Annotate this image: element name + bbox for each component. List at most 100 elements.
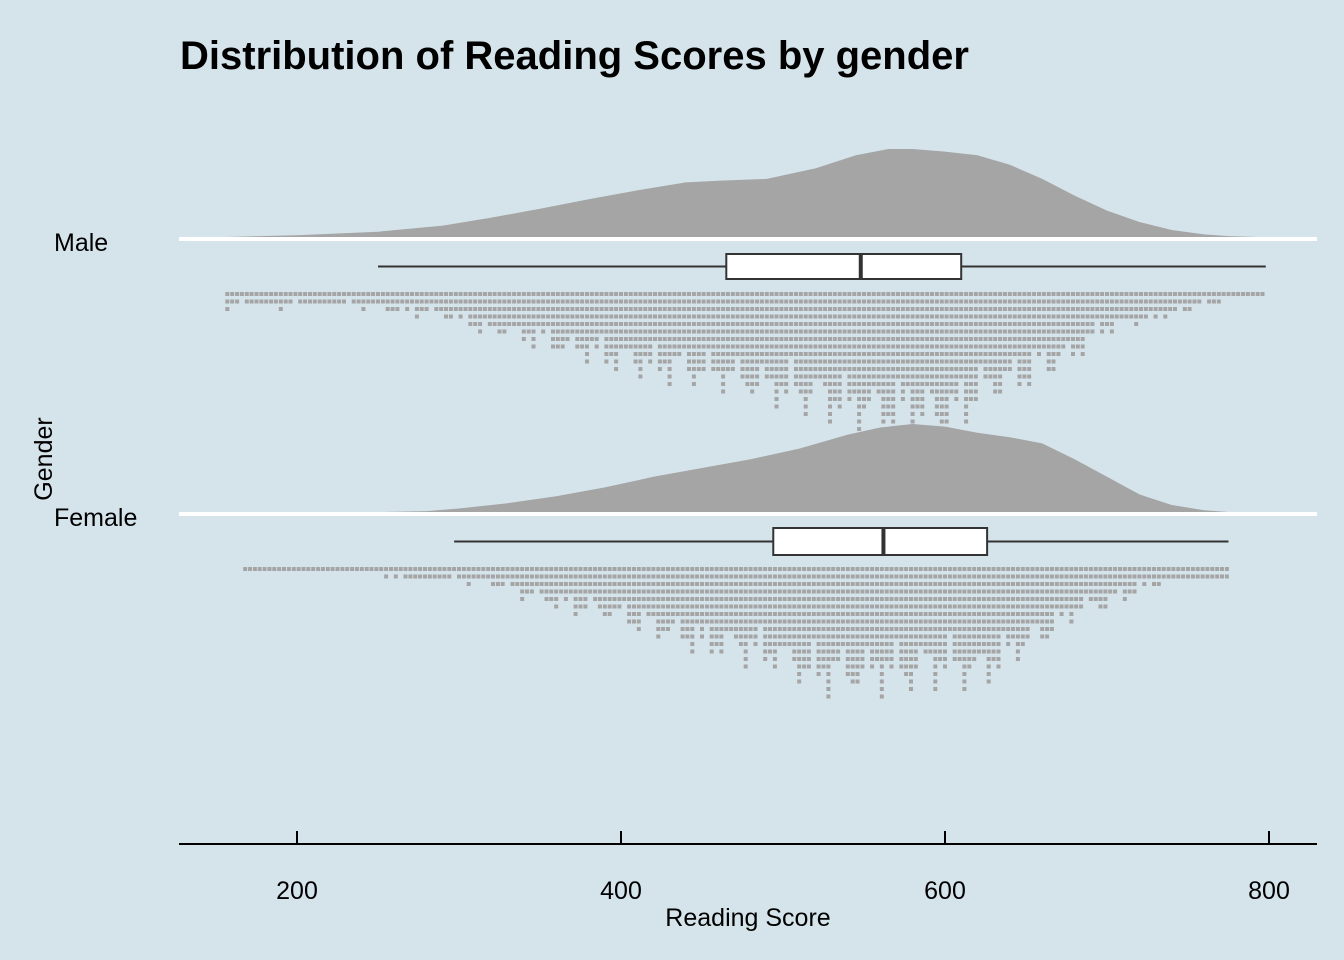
box-male bbox=[725, 253, 963, 280]
dot-female bbox=[782, 567, 787, 571]
dot-male bbox=[857, 389, 862, 394]
dot-female bbox=[894, 589, 899, 594]
dot-male bbox=[434, 299, 439, 304]
dot-female bbox=[1069, 604, 1074, 609]
dot-female bbox=[734, 589, 738, 594]
dot-female bbox=[1152, 582, 1156, 586]
dot-female bbox=[928, 612, 933, 616]
dot-female bbox=[967, 664, 972, 669]
dot-male bbox=[1051, 337, 1056, 341]
dot-male bbox=[701, 329, 706, 334]
dot-male bbox=[837, 382, 842, 386]
dot-female bbox=[734, 597, 738, 601]
dot-female bbox=[981, 634, 986, 639]
dot-female bbox=[461, 574, 466, 579]
dot-male bbox=[1197, 292, 1202, 296]
dot-female bbox=[850, 649, 855, 654]
dot-female bbox=[811, 589, 816, 594]
dot-male bbox=[1007, 337, 1012, 341]
dot-male bbox=[1090, 314, 1095, 319]
dot-male bbox=[711, 352, 716, 356]
dot-female bbox=[1108, 567, 1113, 571]
dot-female bbox=[860, 649, 865, 654]
dot-female bbox=[962, 604, 967, 609]
dot-male bbox=[832, 344, 837, 349]
dot-female bbox=[792, 574, 797, 579]
dot-female bbox=[447, 567, 452, 571]
dot-male bbox=[536, 322, 541, 326]
dot-male bbox=[954, 359, 959, 364]
dot-male bbox=[721, 322, 726, 326]
dot-male bbox=[988, 329, 993, 334]
dot-female bbox=[1025, 582, 1030, 586]
dot-male bbox=[298, 299, 303, 304]
dot-male bbox=[716, 367, 721, 371]
dot-male bbox=[803, 329, 808, 334]
dot-male bbox=[478, 314, 483, 319]
dot-female bbox=[607, 604, 612, 609]
dot-female bbox=[495, 567, 500, 571]
dot-male bbox=[1032, 329, 1037, 334]
dot-female bbox=[904, 619, 909, 624]
dot-male bbox=[1037, 314, 1041, 319]
dot-female bbox=[1040, 567, 1045, 571]
dot-female bbox=[884, 582, 889, 586]
dot-male bbox=[1182, 299, 1187, 304]
dot-female bbox=[787, 627, 792, 631]
dot-male bbox=[959, 299, 964, 304]
dot-female bbox=[286, 567, 291, 571]
dot-female bbox=[1079, 574, 1084, 579]
dot-male bbox=[973, 359, 978, 364]
dot-female bbox=[1035, 574, 1040, 579]
dot-female bbox=[666, 627, 670, 631]
dot-male bbox=[521, 337, 526, 341]
dot-male bbox=[983, 374, 988, 379]
dot-male bbox=[794, 359, 798, 364]
dot-male bbox=[1158, 292, 1163, 296]
dot-male bbox=[565, 299, 570, 304]
dot-male bbox=[1066, 337, 1071, 341]
dot-male bbox=[988, 299, 993, 304]
dot-male bbox=[458, 314, 463, 319]
dot-male bbox=[633, 299, 638, 304]
dot-male bbox=[448, 314, 453, 319]
dot-male bbox=[968, 352, 973, 356]
dot-male bbox=[852, 374, 857, 379]
dot-female bbox=[845, 649, 850, 654]
dot-male bbox=[973, 292, 978, 296]
dot-male bbox=[1080, 314, 1085, 319]
dot-female bbox=[1166, 574, 1171, 579]
dot-female bbox=[588, 567, 593, 571]
dot-male bbox=[1090, 322, 1095, 326]
dot-male bbox=[750, 322, 755, 326]
dot-male bbox=[755, 352, 760, 356]
dot-female bbox=[1045, 634, 1050, 639]
dot-male bbox=[857, 382, 862, 386]
dot-female bbox=[670, 574, 675, 579]
dot-female bbox=[792, 634, 797, 639]
dot-male bbox=[774, 352, 779, 356]
dot-male bbox=[643, 329, 648, 334]
dot-male bbox=[750, 292, 755, 296]
dot-female bbox=[607, 582, 612, 586]
dot-male bbox=[837, 404, 842, 409]
dot-female bbox=[597, 582, 602, 586]
dot-male bbox=[730, 299, 735, 304]
dot-female bbox=[690, 567, 695, 571]
dot-female bbox=[996, 627, 1001, 631]
dot-male bbox=[866, 374, 871, 379]
dot-female bbox=[986, 604, 991, 609]
dot-female bbox=[573, 589, 578, 594]
dot-female bbox=[1011, 612, 1015, 616]
dot-male bbox=[910, 397, 915, 401]
dot-female bbox=[875, 574, 879, 579]
dot-female bbox=[806, 604, 811, 609]
dot-female bbox=[933, 627, 938, 631]
dot-female bbox=[909, 627, 913, 631]
dot-male bbox=[672, 292, 677, 296]
dot-male bbox=[541, 322, 546, 326]
dot-male bbox=[866, 389, 871, 394]
dot-male bbox=[847, 292, 852, 296]
dot-male bbox=[1027, 344, 1032, 349]
dot-female bbox=[879, 582, 884, 586]
